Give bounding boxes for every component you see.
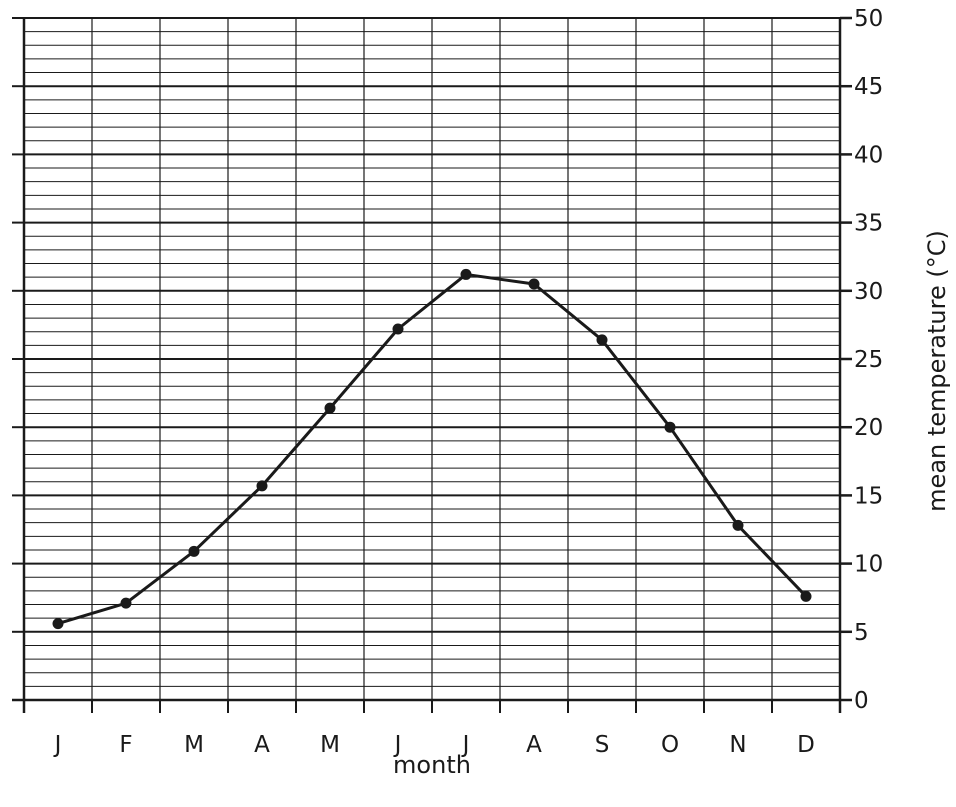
y-tick-label: 30 <box>854 279 883 305</box>
data-point <box>324 402 336 414</box>
x-tick-label: S <box>595 732 610 758</box>
axes <box>12 18 842 713</box>
series-line <box>57 272 808 626</box>
x-tick-label: A <box>254 732 270 758</box>
x-tick-label: J <box>393 732 402 758</box>
x-axis-title: month <box>393 751 471 779</box>
y-tick-label: 50 <box>854 6 883 32</box>
data-point <box>120 597 132 609</box>
data-point <box>52 618 64 630</box>
data-point <box>664 421 676 433</box>
data-point <box>528 278 540 290</box>
y-tick-label: 15 <box>854 483 883 509</box>
x-tick-label: J <box>461 732 470 758</box>
y-tick-label: 35 <box>854 211 883 237</box>
data-point <box>596 334 608 346</box>
data-point <box>188 545 200 557</box>
y-tick-label: 45 <box>854 74 883 100</box>
y-tick-label: 25 <box>854 347 883 373</box>
data-point <box>392 323 404 335</box>
x-tick-label: M <box>320 732 340 758</box>
y-tick-label: 40 <box>854 142 883 168</box>
data-point <box>732 519 744 531</box>
y-axis-title: mean temperature (°C) <box>923 230 951 512</box>
x-tick-label: J <box>53 732 62 758</box>
x-tick-label: M <box>184 732 204 758</box>
data-point <box>256 480 268 492</box>
data-point <box>460 268 472 280</box>
x-tick-label: F <box>119 732 132 758</box>
y-tick-label: 20 <box>854 415 883 441</box>
x-tick-label: A <box>526 732 542 758</box>
data-point <box>800 590 812 602</box>
series-group <box>52 268 812 630</box>
x-tick-label: O <box>661 732 679 758</box>
x-tick-label: D <box>797 732 815 758</box>
y-tick-label: 10 <box>854 552 883 578</box>
x-tick-label: N <box>729 732 746 758</box>
y-axis-ticks: 0 5 10 15 20 25 30 35 40 45 50 <box>12 6 883 714</box>
y-tick-label: 0 <box>854 688 869 714</box>
y-tick-label: 5 <box>854 620 869 646</box>
